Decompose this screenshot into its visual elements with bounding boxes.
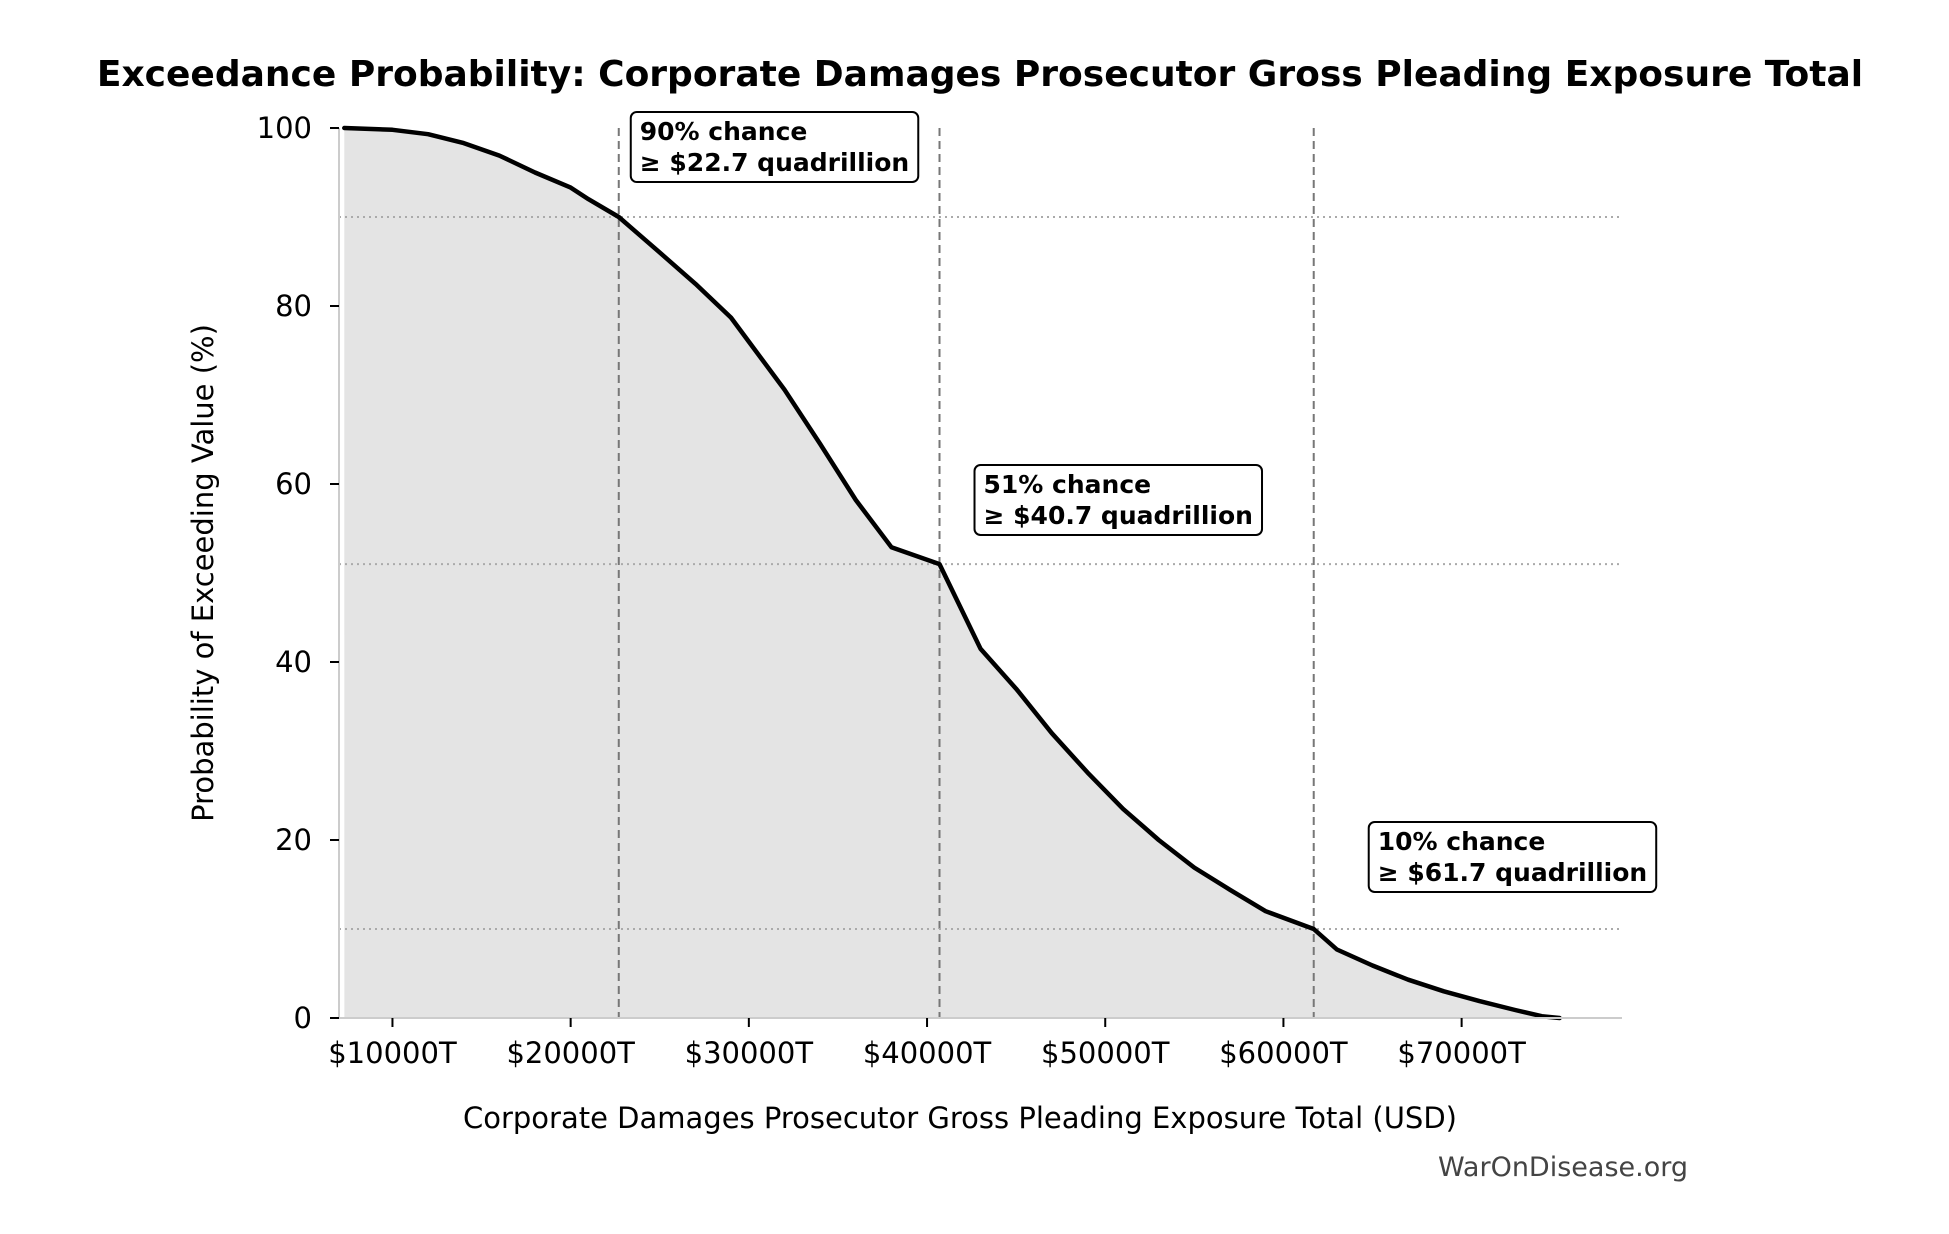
- annotation-box: [1367, 821, 1658, 893]
- y-tick-label: 20: [275, 823, 312, 857]
- annotation-line1: 10% chance: [1378, 827, 1546, 856]
- x-tick-label: $50000T: [1041, 1036, 1170, 1070]
- annotation-3: 10% chance≥ $61.7 quadrillion: [1367, 821, 1658, 893]
- annotation-line2: ≥ $61.7 quadrillion: [1378, 858, 1647, 887]
- annotation-line2: ≥ $22.7 quadrillion: [640, 148, 909, 177]
- y-tick-label: 100: [257, 111, 312, 145]
- annotation-1: 90% chance≥ $22.7 quadrillion: [629, 111, 920, 183]
- watermark: WarOnDisease.org: [1438, 1152, 1688, 1183]
- x-tick-label: $10000T: [328, 1036, 457, 1070]
- annotation-box: [973, 464, 1264, 536]
- y-axis-label: Probability of Exceeding Value (%): [186, 324, 220, 822]
- y-tick-label: 60: [275, 467, 312, 501]
- annotation-box: [629, 111, 920, 183]
- x-tick-label: $20000T: [506, 1036, 635, 1070]
- x-tick-label: $60000T: [1219, 1036, 1348, 1070]
- chart-title: Exceedance Probability: Corporate Damage…: [97, 54, 1863, 95]
- x-tick-label: $70000T: [1397, 1036, 1526, 1070]
- annotation-line1: 90% chance: [640, 117, 808, 146]
- exceedance-curve: [342, 125, 1562, 1021]
- axes: $10000T $20000T $30000T $40000T $50000T $6000…: [257, 111, 1622, 1070]
- y-tick-label: 0: [294, 1001, 312, 1035]
- x-tick-label: $40000T: [863, 1036, 992, 1070]
- y-tick-label: 80: [275, 289, 312, 323]
- x-tick-label: $30000T: [685, 1036, 814, 1070]
- exceedance-area: [344, 128, 1560, 1018]
- x-axis-label: Corporate Damages Prosecutor Gross Plead…: [463, 1101, 1457, 1135]
- annotation-line2: ≥ $40.7 quadrillion: [984, 501, 1253, 530]
- y-tick-label: 40: [275, 645, 312, 679]
- annotation-line1: 51% chance: [984, 470, 1152, 499]
- annotation-2: 51% chance≥ $40.7 quadrillion: [973, 464, 1264, 536]
